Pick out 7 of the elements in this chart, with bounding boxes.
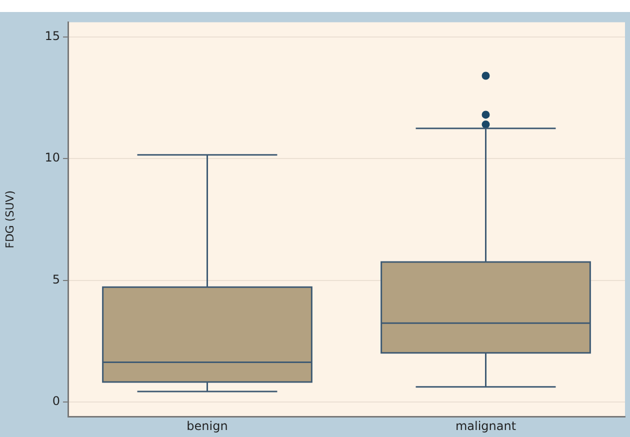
x-tick-label: malignant — [455, 418, 516, 433]
y-tick-label: 10 — [44, 150, 60, 165]
x-tick-label: benign — [186, 418, 228, 433]
y-axis-title: FDG (SUV) — [3, 190, 16, 248]
y-tick-label: 5 — [52, 272, 60, 286]
y-tick-label: 0 — [52, 394, 60, 408]
y-tick-label: 15 — [44, 28, 60, 43]
